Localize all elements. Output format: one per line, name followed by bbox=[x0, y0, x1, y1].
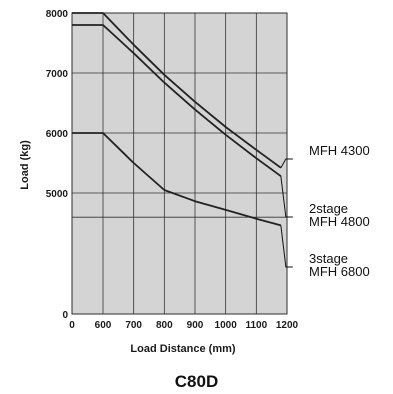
x-tick-label: 1200 bbox=[276, 320, 299, 331]
series-leader-line bbox=[280, 176, 293, 218]
series-line bbox=[72, 132, 282, 227]
y-axis-ticks: 0 5000 6000 7000 8000 bbox=[46, 9, 69, 321]
x-tick-label: 1100 bbox=[245, 320, 267, 331]
series-label: MFH 4800 bbox=[309, 214, 370, 229]
y-axis-label: Load (kg) bbox=[19, 140, 31, 190]
y-tick-label: 0 bbox=[62, 310, 68, 321]
x-tick-label: 900 bbox=[187, 320, 204, 331]
x-tick-label: 600 bbox=[95, 320, 112, 331]
series-label: 2stage bbox=[309, 201, 348, 216]
series-lines bbox=[72, 12, 282, 227]
series-label: MFH 6800 bbox=[309, 264, 370, 279]
y-tick-label: 7000 bbox=[46, 69, 69, 80]
y-tick-label: 6000 bbox=[46, 129, 69, 140]
x-axis-ticks: 0 600 700 800 900 1000 1100 1200 bbox=[69, 320, 298, 331]
x-tick-label: 0 bbox=[69, 320, 75, 331]
series-label: MFH 4300 bbox=[309, 143, 370, 158]
plot-background bbox=[71, 12, 288, 315]
series-leader-line bbox=[280, 158, 293, 169]
grid-lines bbox=[71, 12, 288, 315]
y-tick-label: 8000 bbox=[46, 9, 69, 20]
chart-title: C80D bbox=[174, 372, 219, 391]
x-tick-label: 700 bbox=[125, 320, 142, 331]
y-tick-label: 5000 bbox=[46, 189, 69, 200]
series-label: 3stage bbox=[309, 251, 348, 266]
series-leader-line bbox=[280, 225, 293, 268]
x-tick-label: 800 bbox=[156, 320, 173, 331]
series-line bbox=[72, 12, 282, 169]
series-line bbox=[72, 24, 282, 177]
x-axis-label: Load Distance (mm) bbox=[130, 343, 235, 355]
x-tick-label: 1000 bbox=[215, 320, 238, 331]
